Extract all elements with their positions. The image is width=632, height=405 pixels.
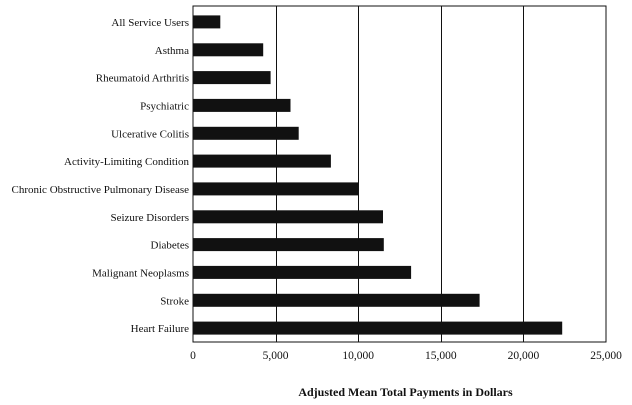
x-tick-label: 25,000 — [590, 350, 622, 362]
bar — [193, 98, 291, 112]
category-label: Psychiatric — [140, 100, 189, 112]
x-tick-labels: 0 5,000 10,000 15,000 20,000 25,000 — [190, 350, 622, 362]
x-tick-label: 15,000 — [425, 350, 457, 362]
category-label: Activity-Limiting Condition — [64, 156, 189, 168]
x-tick-label: 5,000 — [263, 350, 289, 362]
category-label: Seizure Disorders — [110, 212, 189, 224]
category-labels: All Service Users Asthma Rheumatoid Arthri… — [12, 17, 190, 335]
bar — [193, 210, 383, 224]
bar — [193, 71, 271, 85]
x-tick-label: 20,000 — [508, 350, 540, 362]
category-label: Rheumatoid Arthritis — [96, 73, 189, 85]
x-axis-title: Adjusted Mean Total Payments in Dollars — [298, 385, 513, 399]
category-label: Ulcerative Colitis — [111, 128, 189, 140]
bar — [193, 126, 299, 140]
category-label: Asthma — [155, 45, 189, 57]
bar — [193, 15, 221, 29]
bars — [193, 15, 563, 335]
bar — [193, 321, 563, 335]
x-tick-label: 10,000 — [342, 350, 374, 362]
category-label: All Service Users — [111, 17, 189, 29]
x-tick-label: 0 — [190, 350, 196, 362]
bar — [193, 154, 331, 168]
plot-frame — [192, 5, 607, 343]
gridlines — [276, 6, 524, 342]
bar — [193, 182, 359, 196]
category-label: Diabetes — [151, 240, 189, 252]
category-label: Heart Failure — [131, 323, 189, 335]
category-label: Chronic Obstructive Pulmonary Disease — [12, 184, 190, 196]
bar — [193, 43, 264, 57]
bar — [193, 265, 412, 279]
category-label: Malignant Neoplasms — [92, 267, 189, 279]
bar — [193, 293, 480, 307]
category-label: Stroke — [160, 295, 189, 307]
bar — [193, 238, 384, 252]
